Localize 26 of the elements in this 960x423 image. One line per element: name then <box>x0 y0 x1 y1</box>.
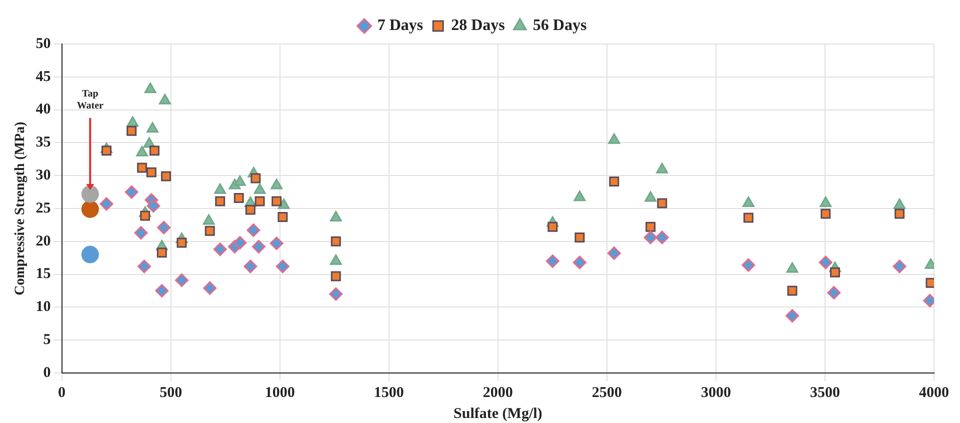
y-tick-label: 10 <box>36 299 51 316</box>
y-tick-label: 25 <box>36 200 51 216</box>
legend-label: 56 Days <box>532 17 587 34</box>
y-tick-label: 45 <box>36 68 51 85</box>
x-tick-label: 0 <box>58 384 66 401</box>
x-tick-label: 3000 <box>700 384 731 401</box>
y-tick-label: 50 <box>36 36 51 52</box>
y-axis-title: Compressive Strength (MPa) <box>13 121 28 296</box>
x-tick-label: 1000 <box>264 384 295 401</box>
y-tick-label: 35 <box>36 134 51 151</box>
annotation: Tap Water <box>76 88 104 112</box>
x-tick-label: 2500 <box>592 384 622 401</box>
x-tick-label: 3500 <box>810 384 840 401</box>
y-tick-label: 20 <box>36 233 51 250</box>
y-tick-label: 15 <box>36 266 51 282</box>
legend-label: 28 Days <box>451 17 505 34</box>
x-tick-label: 1500 <box>374 384 404 401</box>
y-tick-label: 40 <box>36 102 51 118</box>
x-tick-label: 500 <box>160 384 182 401</box>
x-tick-label: 2000 <box>482 384 513 401</box>
y-tick-label: 30 <box>36 167 51 184</box>
x-axis-title: Sulfate (Mg/l) <box>454 406 542 422</box>
y-tick-label: 0 <box>43 364 51 381</box>
legend-label: 7 Days <box>377 17 424 34</box>
x-tick-label: 4000 <box>919 384 949 401</box>
y-tick-label: 5 <box>43 332 51 348</box>
